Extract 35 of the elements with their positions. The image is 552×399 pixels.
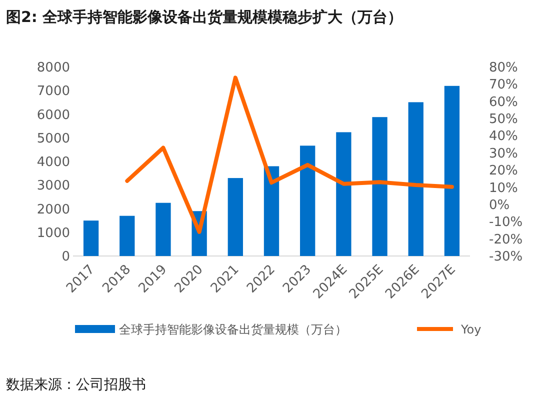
y2-tick-label: 10% [489,180,518,196]
legend-label: Yoy [460,322,482,336]
y2-tick-label: 60% [489,94,518,110]
bar [83,220,99,256]
y2-tick-label: 70% [489,78,518,93]
bar [336,132,352,256]
y2-tick-label: -20% [489,232,523,248]
y2-tick-label: -10% [489,215,523,230]
y-tick-label: 4000 [36,155,70,170]
y2-tick-label: 80% [489,60,518,76]
source-note: 数据来源：公司招股书 [6,377,146,393]
y-tick-label: 2000 [36,202,70,218]
bar [228,178,243,256]
y2-tick-label: 30% [489,146,518,162]
y2-tick-label: 20% [489,164,518,179]
y2-tick-label: 40% [489,129,518,144]
y-tick-label: 1000 [36,226,70,241]
y-tick-label: 0 [62,250,70,264]
bar [156,202,171,256]
y2-tick-label: 50% [489,112,518,128]
y-tick-label: 7000 [36,84,70,100]
y-tick-label: 8000 [36,60,70,76]
y-tick-label: 6000 [36,108,70,123]
legend-label: 全球手持智能影像设备出货量规模（万台） [119,322,347,336]
bar [444,86,460,256]
bar [372,117,388,256]
y2-tick-label: -30% [489,250,523,264]
y2-tick-label: 0% [489,198,510,213]
y-tick-label: 5000 [36,131,70,146]
chart-title: 图2: 全球手持智能影像设备出货量规模模稳步扩大（万台） [6,8,403,26]
bar [120,216,135,256]
bar [408,102,424,256]
y-tick-label: 3000 [36,178,70,194]
bar [300,146,316,256]
bar [264,166,280,256]
